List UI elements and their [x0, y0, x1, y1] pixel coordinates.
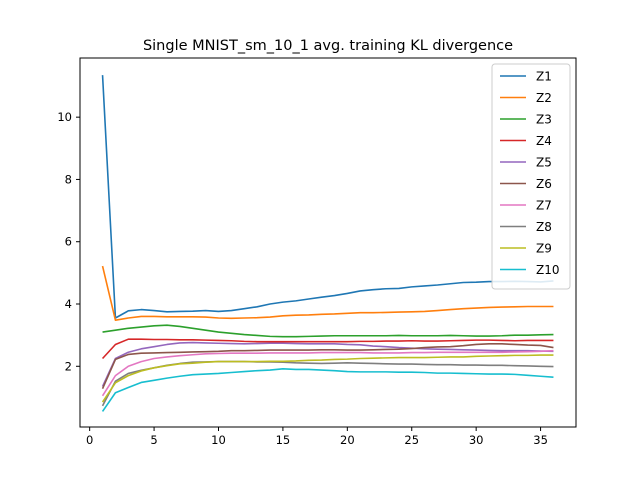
y-tick-label: 2: [65, 359, 72, 373]
x-tick-label: 0: [86, 433, 93, 447]
legend-box: [491, 63, 571, 290]
series-line-z2: [101, 265, 554, 321]
series-line-z4: [101, 338, 554, 360]
x-tick-label: 15: [276, 433, 291, 447]
legend-label-z7: Z7: [536, 199, 552, 213]
x-tick-label: 20: [340, 433, 355, 447]
legend-label-z3: Z3: [536, 113, 552, 127]
x-tick-label: 25: [404, 433, 419, 447]
legend-label-z10: Z10: [536, 263, 560, 277]
x-tick-label: 30: [469, 433, 484, 447]
y-axis: 2 4 6 8 10: [57, 110, 80, 373]
x-tick-label: 35: [533, 433, 548, 447]
series-line-z10: [101, 367, 554, 412]
legend-label-z4: Z4: [536, 134, 552, 148]
series-line-z3: [102, 324, 554, 338]
y-tick-label: 6: [65, 235, 72, 249]
x-tick-label: 5: [150, 433, 157, 447]
legend-label-z2: Z2: [536, 91, 552, 105]
legend-label-z6: Z6: [536, 177, 552, 191]
series-line-z5: [101, 341, 554, 387]
series-line-z8: [101, 360, 554, 407]
legend-label-z9: Z9: [536, 242, 552, 256]
legend-label-z5: Z5: [536, 156, 552, 170]
y-tick-label: 4: [65, 297, 72, 311]
legend-label-z8: Z8: [536, 220, 552, 234]
legend-label-z1: Z1: [536, 70, 552, 84]
x-axis: 0 5 10 15 20 25 30 35: [86, 427, 548, 447]
plot-frame: [79, 57, 577, 428]
plot-lines: [101, 75, 554, 412]
series-line-z7: [101, 349, 554, 397]
series-line-z1: [101, 75, 554, 319]
series-line-z6: [101, 343, 554, 390]
legend: Z1 Z2 Z3 Z4 Z5 Z6 Z7 Z8 Z9 Z10: [491, 63, 571, 290]
y-tick-label: 8: [65, 172, 72, 186]
y-tick-label: 10: [57, 110, 72, 124]
series-line-z9: [101, 354, 554, 403]
chart-title: Single MNIST_sm_10_1 avg. training KL di…: [143, 38, 513, 54]
x-tick-label: 10: [211, 433, 226, 447]
